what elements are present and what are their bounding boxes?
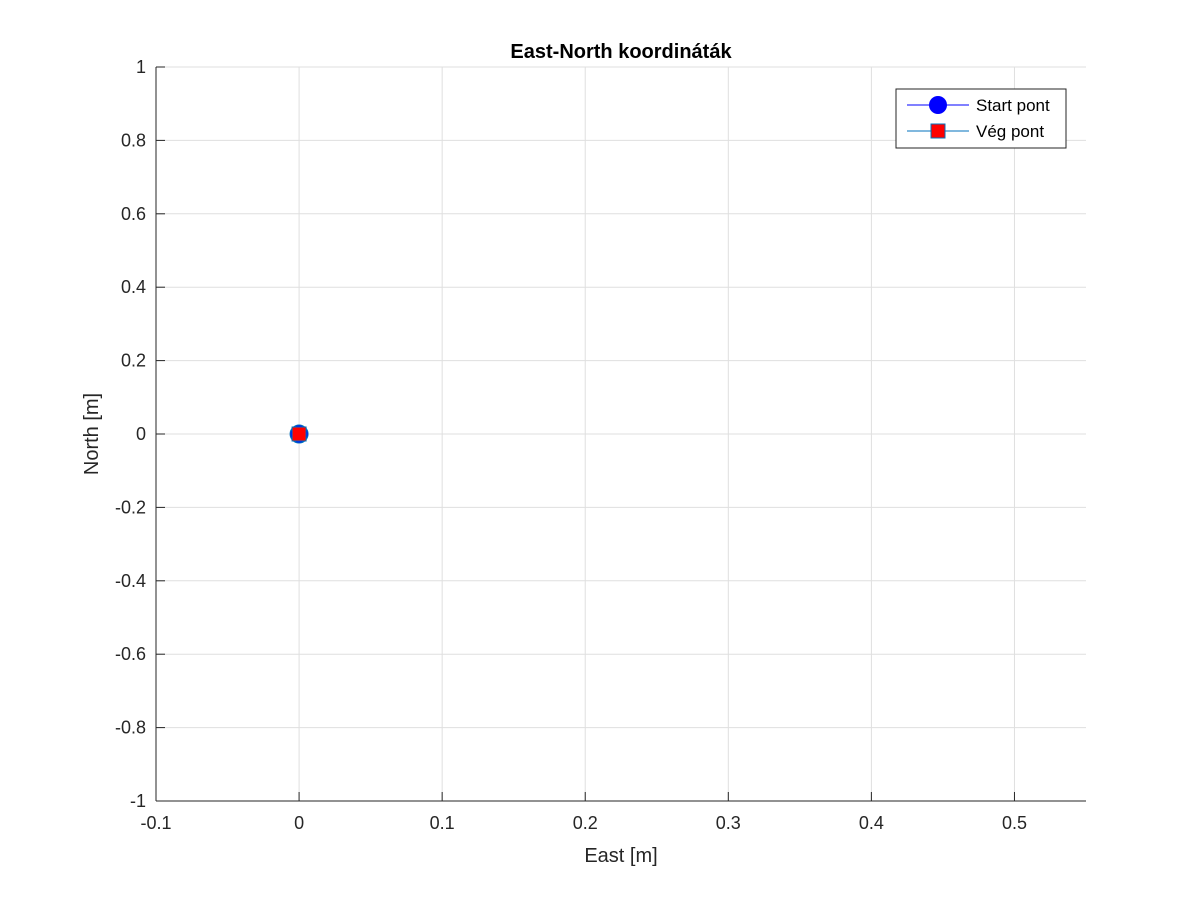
- x-tick-label: 0.3: [716, 813, 741, 833]
- data-marks: [289, 424, 309, 444]
- axes: [155, 66, 1086, 802]
- y-tick-label: -1: [130, 791, 146, 811]
- x-tick-labels: -0.1 0 0.1 0.2 0.3 0.4 0.5: [140, 813, 1026, 833]
- x-tick-label: -0.1: [140, 813, 171, 833]
- y-tick-label: -0.8: [115, 718, 146, 738]
- y-tick-label: 0.6: [121, 204, 146, 224]
- legend-marker-start: [929, 96, 947, 114]
- legend-marker-end: [930, 123, 946, 139]
- legend-label-start: Start pont: [976, 96, 1050, 115]
- x-tick-label: 0.5: [1002, 813, 1027, 833]
- y-tick-label: 0.2: [121, 351, 146, 371]
- y-tick-label: 0.4: [121, 277, 146, 297]
- end-point-marker: [291, 426, 307, 442]
- y-tick-label: -0.6: [115, 644, 146, 664]
- x-tick-label: 0: [294, 813, 304, 833]
- y-tick-label: -0.2: [115, 497, 146, 517]
- y-tick-label: 1: [136, 57, 146, 77]
- legend-label-end: Vég pont: [976, 122, 1044, 141]
- x-tick-label: 0.1: [430, 813, 455, 833]
- x-axis-title: East [m]: [584, 845, 657, 867]
- y-tick-label: 0: [136, 424, 146, 444]
- x-tick-label: 0.4: [859, 813, 884, 833]
- chart-title: East-North koordináták: [510, 41, 732, 63]
- legend[interactable]: Start pont Vég pont: [895, 88, 1067, 149]
- y-axis-title: North [m]: [81, 393, 103, 475]
- x-tick-label: 0.2: [573, 813, 598, 833]
- legend-box: [895, 88, 1067, 149]
- y-tick-label: -0.4: [115, 571, 146, 591]
- y-tick-labels: -1 -0.8 -0.6 -0.4 -0.2 0 0.2 0.4 0.6 0.8 1: [115, 57, 146, 811]
- y-tick-label: 0.8: [121, 130, 146, 150]
